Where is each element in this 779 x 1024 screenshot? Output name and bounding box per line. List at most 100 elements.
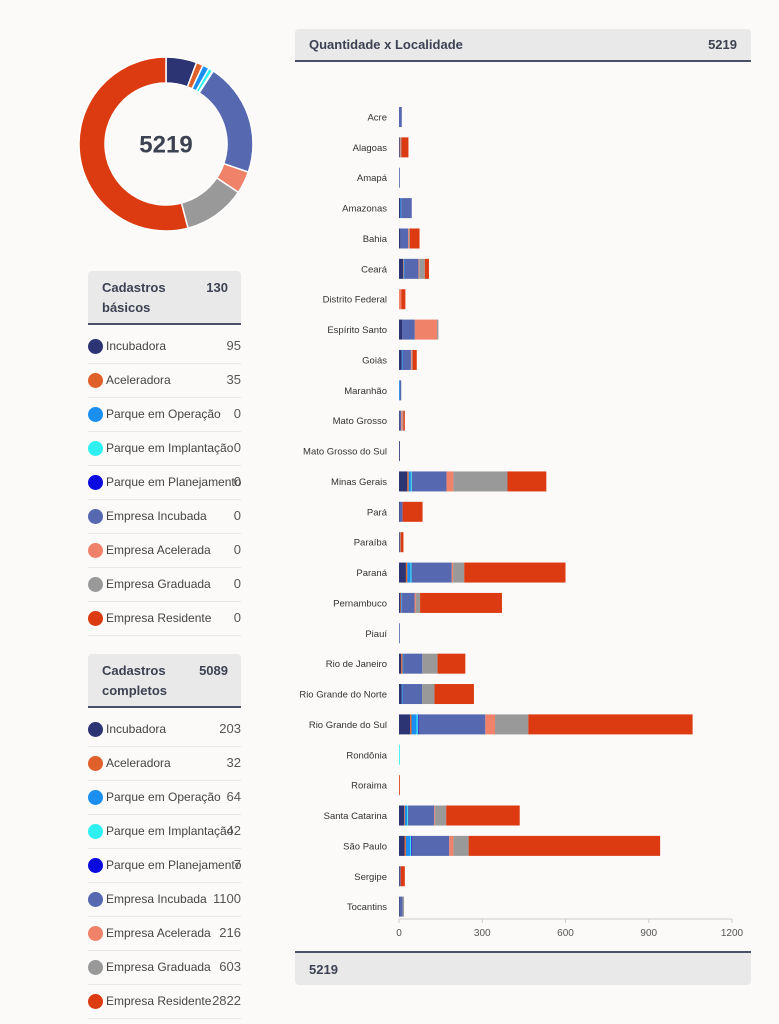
bar-piaui-empresa-incubada[interactable] <box>399 623 400 644</box>
bar-ceara-empresa-acelerada[interactable] <box>418 258 420 279</box>
bar-bahia-empresa-acelerada[interactable] <box>408 228 409 249</box>
bar-goias-empresa-acelerada[interactable] <box>410 349 412 370</box>
bar-sao-paulo-parque-em-operacao[interactable] <box>405 835 411 856</box>
bar-rio-de-janeiro-incubadora[interactable] <box>399 653 402 674</box>
bar-pernambuco-empresa-acelerada[interactable] <box>414 592 416 613</box>
bar-santa-catarina-empresa-incubada[interactable] <box>407 805 435 826</box>
bar-mato-grosso-empresa-incubada[interactable] <box>399 410 402 431</box>
bar-ceara-parque-em-operacao[interactable] <box>403 258 405 279</box>
bar-minas-gerais-empresa-incubada[interactable] <box>411 471 447 492</box>
bar-mato-grosso-empresa-acelerada[interactable] <box>401 410 403 431</box>
bar-parana-aceleradora[interactable] <box>405 562 408 583</box>
bar-alagoas-empresa-residente[interactable] <box>401 137 409 158</box>
bar-rio-grande-do-sul-incubadora[interactable] <box>399 714 411 735</box>
bar-parana-empresa-graduada[interactable] <box>453 562 465 583</box>
bar-parana-parque-em-implantacao[interactable] <box>410 562 412 583</box>
bar-rio-grande-do-sul-empresa-acelerada[interactable] <box>485 714 496 735</box>
bar-sao-paulo-empresa-incubada[interactable] <box>411 835 450 856</box>
bar-santa-catarina-incubadora[interactable] <box>399 805 404 826</box>
bar-bahia-empresa-incubada[interactable] <box>400 228 409 249</box>
bar-amazonas-empresa-incubada[interactable] <box>401 198 412 219</box>
bar-rio-grande-do-norte-parque-em-operacao[interactable] <box>401 684 403 705</box>
bar-pernambuco-incubadora[interactable] <box>399 592 401 613</box>
bar-goias-empresa-graduada[interactable] <box>411 349 413 370</box>
bar-alagoas-incubadora[interactable] <box>399 137 400 158</box>
bar-pernambuco-aceleradora[interactable] <box>400 592 402 613</box>
bar-ceara-incubadora[interactable] <box>399 258 404 279</box>
bar-santa-catarina-empresa-residente[interactable] <box>446 805 520 826</box>
bar-distrito-federal-empresa-residente[interactable] <box>401 289 406 310</box>
bar-para-empresa-incubada[interactable] <box>399 501 403 522</box>
bar-minas-gerais-empresa-residente[interactable] <box>507 471 547 492</box>
bar-tocantins-empresa-graduada[interactable] <box>402 896 404 917</box>
donut-slice-empresa-incubada[interactable] <box>198 69 254 174</box>
bar-santa-catarina-empresa-graduada[interactable] <box>435 805 447 826</box>
bar-mato-grosso-empresa-residente[interactable] <box>403 410 405 431</box>
bar-ceara-empresa-residente[interactable] <box>424 258 429 279</box>
bar-espirito-santo-incubadora[interactable] <box>399 319 403 340</box>
bar-ceara-empresa-graduada[interactable] <box>419 258 425 279</box>
bar-santa-catarina-parque-em-operacao[interactable] <box>404 805 408 826</box>
bar-rio-de-janeiro-empresa-incubada[interactable] <box>403 653 423 674</box>
bar-amazonas-parque-em-operacao[interactable] <box>400 198 402 219</box>
bar-minas-gerais-aceleradora[interactable] <box>407 471 409 492</box>
bar-rio-grande-do-sul-parque-em-operacao[interactable] <box>411 714 417 735</box>
bar-sao-paulo-parque-em-planejamento[interactable] <box>410 835 412 856</box>
bar-rondonia-parque-em-implantacao[interactable] <box>399 744 400 765</box>
bar-paraiba-empresa-residente[interactable] <box>400 532 404 553</box>
bar-paraiba-incubadora[interactable] <box>399 532 400 553</box>
bar-parana-empresa-residente[interactable] <box>464 562 566 583</box>
bar-para-incubadora[interactable] <box>399 501 400 522</box>
bar-acre-empresa-incubada[interactable] <box>399 107 402 127</box>
bar-bahia-empresa-residente[interactable] <box>409 228 420 249</box>
bar-pernambuco-empresa-incubada[interactable] <box>402 592 415 613</box>
bar-maranhao-empresa-incubada[interactable] <box>399 380 402 401</box>
bar-sao-paulo-empresa-graduada[interactable] <box>453 835 469 856</box>
bar-santa-catarina-aceleradora[interactable] <box>403 805 405 826</box>
bar-pernambuco-empresa-residente[interactable] <box>420 592 502 613</box>
bar-tocantins-empresa-incubada[interactable] <box>399 896 403 917</box>
bar-minas-gerais-empresa-graduada[interactable] <box>453 471 508 492</box>
bar-rio-de-janeiro-parque-em-operacao[interactable] <box>402 653 404 674</box>
bar-sao-paulo-parque-em-implantacao[interactable] <box>410 835 411 856</box>
bar-pernambuco-empresa-graduada[interactable] <box>415 592 421 613</box>
bar-minas-gerais-incubadora[interactable] <box>399 471 408 492</box>
bar-espirito-santo-empresa-graduada[interactable] <box>437 319 439 340</box>
bar-rio-grande-do-sul-empresa-incubada[interactable] <box>418 714 486 735</box>
bar-minas-gerais-parque-em-implantacao[interactable] <box>410 471 412 492</box>
bar-goias-parque-em-operacao[interactable] <box>401 349 403 370</box>
bar-goias-empresa-incubada[interactable] <box>402 349 411 370</box>
bar-alagoas-empresa-graduada[interactable] <box>400 137 402 158</box>
bar-para-empresa-residente[interactable] <box>402 501 423 522</box>
bar-minas-gerais-empresa-acelerada[interactable] <box>446 471 454 492</box>
bar-goias-empresa-residente[interactable] <box>412 349 417 370</box>
bar-sergipe-empresa-incubada[interactable] <box>399 866 401 887</box>
bar-parana-incubadora[interactable] <box>399 562 406 583</box>
bar-mato-grosso-do-sul-incubadora[interactable] <box>399 441 400 462</box>
bar-rio-grande-do-sul-empresa-residente[interactable] <box>528 714 693 735</box>
bar-rio-de-janeiro-aceleradora[interactable] <box>401 653 403 674</box>
bar-espirito-santo-empresa-acelerada[interactable] <box>414 319 438 340</box>
bar-sao-paulo-empresa-acelerada[interactable] <box>449 835 454 856</box>
bar-rio-de-janeiro-empresa-residente[interactable] <box>437 653 466 674</box>
bar-maranhao-parque-em-operacao[interactable] <box>399 380 400 401</box>
bar-parana-parque-em-operacao[interactable] <box>407 562 411 583</box>
bar-bahia-incubadora[interactable] <box>399 228 401 249</box>
bar-rio-grande-do-norte-empresa-incubada[interactable] <box>402 684 423 705</box>
bar-bahia-empresa-graduada[interactable] <box>408 228 410 249</box>
bar-parana-empresa-incubada[interactable] <box>411 562 452 583</box>
bar-pernambuco-parque-em-operacao[interactable] <box>401 592 403 613</box>
bar-sao-paulo-incubadora[interactable] <box>399 835 405 856</box>
bar-rio-grande-do-sul-empresa-graduada[interactable] <box>495 714 529 735</box>
bar-rio-grande-do-norte-empresa-graduada[interactable] <box>422 684 435 705</box>
bar-amapa-empresa-incubada[interactable] <box>399 167 400 188</box>
bar-ceara-empresa-incubada[interactable] <box>404 258 419 279</box>
bar-rio-grande-do-norte-incubadora[interactable] <box>399 684 402 705</box>
bar-minas-gerais-parque-em-operacao[interactable] <box>408 471 411 492</box>
bar-parana-empresa-acelerada[interactable] <box>451 562 454 583</box>
bar-ceara-aceleradora[interactable] <box>403 258 404 279</box>
bar-amazonas-incubadora[interactable] <box>399 198 401 219</box>
bar-tocantins-incubadora[interactable] <box>399 896 400 917</box>
bar-santa-catarina-empresa-acelerada[interactable] <box>434 805 436 826</box>
bar-distrito-federal-empresa-acelerada[interactable] <box>399 289 402 310</box>
